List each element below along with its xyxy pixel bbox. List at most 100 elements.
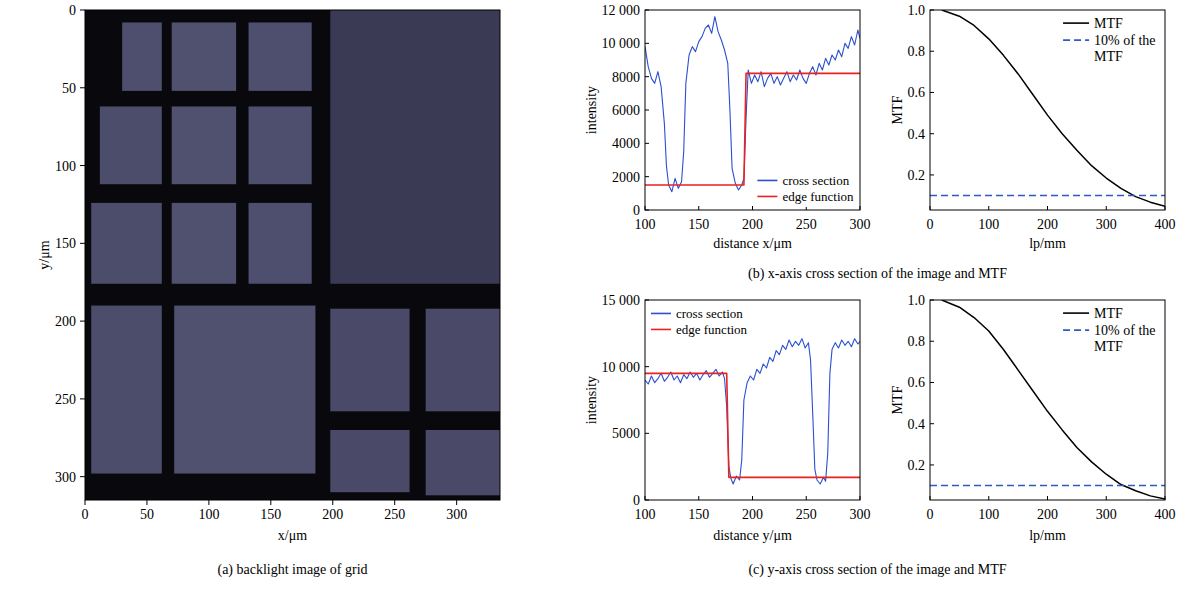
- bright-region: [172, 203, 236, 284]
- y-tick: [80, 398, 85, 399]
- panel: 1001502002503000500010 00015 000distance…: [584, 293, 1007, 578]
- y-tick-label: 0: [633, 203, 640, 218]
- y-tick-label: 0.4: [908, 127, 926, 142]
- x-tick: [645, 496, 646, 500]
- x-tick: [1106, 496, 1107, 500]
- legend: cross sectionedge function: [754, 170, 857, 207]
- legend-background: [1060, 303, 1162, 357]
- y-tick-label: 100: [55, 159, 76, 174]
- y-tick: [80, 87, 85, 88]
- y-tick-label: 10 000: [602, 36, 641, 51]
- y-tick: [930, 464, 934, 465]
- y-tick: [645, 143, 649, 144]
- legend-swatch: [1063, 329, 1089, 331]
- legend-label-line: edge function: [676, 322, 748, 337]
- legend: MTF10% of the MTF: [1060, 13, 1162, 67]
- axes-frame: [85, 10, 500, 500]
- legend-label-line: MTF: [1094, 49, 1123, 64]
- x-tick-label: 0: [82, 507, 89, 522]
- x-tick-label: 50: [140, 507, 154, 522]
- y-tick: [930, 300, 934, 301]
- legend-label: edge function: [676, 322, 748, 337]
- x-tick-label: 250: [796, 217, 817, 232]
- y-tick: [645, 500, 649, 501]
- x-tick: [1165, 206, 1166, 210]
- x-tick-label: 150: [260, 507, 281, 522]
- y-tick: [930, 133, 934, 134]
- legend-label: MTF: [1094, 306, 1123, 321]
- y-tick-label: 0: [69, 3, 76, 18]
- x-tick: [332, 500, 333, 505]
- x-tick-label: 200: [742, 217, 763, 232]
- x-tick: [85, 500, 86, 505]
- series-line: [645, 73, 860, 185]
- axes-frame: [930, 10, 1165, 210]
- y-tick-label: 200: [55, 314, 76, 329]
- x-tick: [698, 206, 699, 210]
- x-tick-label: 300: [1096, 217, 1117, 232]
- x-tick-label: 200: [322, 507, 343, 522]
- y-tick: [80, 10, 85, 11]
- x-axis-title: distance x/μm: [713, 236, 792, 251]
- y-tick: [645, 76, 649, 77]
- panel: 050100150200250300050100150200250300x/μm…: [37, 3, 500, 578]
- x-tick: [146, 500, 147, 505]
- y-tick: [930, 382, 934, 383]
- x-tick: [988, 496, 989, 500]
- bright-region: [330, 309, 409, 412]
- bright-region: [249, 106, 312, 184]
- legend-swatch: [1063, 22, 1089, 24]
- series-line: [645, 17, 860, 192]
- legend-label: 10% of the MTF: [1094, 33, 1159, 64]
- y-tick: [930, 423, 934, 424]
- legend-swatch: [757, 196, 777, 198]
- plot-area: [645, 339, 860, 484]
- x-tick: [1047, 496, 1048, 500]
- y-tick-label: 0.6: [908, 85, 926, 100]
- y-tick: [80, 476, 85, 477]
- y-tick: [645, 10, 649, 11]
- y-tick-label: 6000: [612, 103, 640, 118]
- y-tick: [645, 300, 649, 301]
- y-axis-title: intensity: [584, 86, 599, 134]
- y-axis-title: MTF: [890, 95, 905, 124]
- series-line: [930, 485, 1165, 487]
- x-tick: [860, 206, 861, 210]
- image-ground: [85, 10, 500, 500]
- x-axis-title: distance y/μm: [713, 528, 792, 543]
- bright-region: [172, 106, 236, 184]
- bright-region: [330, 10, 500, 284]
- x-tick-label: 300: [850, 217, 871, 232]
- legend-label-line: cross section: [782, 173, 849, 188]
- legend-background: [754, 170, 857, 207]
- x-tick: [752, 206, 753, 210]
- panel: 01002003004000.20.40.60.81.0lp/mmMTFMTF1…: [890, 3, 1176, 251]
- y-tick-label: 0.2: [908, 458, 926, 473]
- y-tick-label: 4000: [612, 136, 640, 151]
- bright-region: [174, 306, 315, 474]
- x-tick: [860, 496, 861, 500]
- x-axis-title: lp/mm: [1029, 528, 1066, 543]
- x-tick-label: 300: [446, 507, 467, 522]
- legend-background: [648, 303, 751, 340]
- y-tick: [930, 51, 934, 52]
- legend-label: 10% of the MTF: [1094, 323, 1159, 354]
- legend-label-line: cross section: [676, 306, 743, 321]
- figure: 050100150200250300050100150200250300x/μm…: [0, 0, 1193, 589]
- x-tick-label: 200: [1037, 217, 1058, 232]
- y-axis-title: intensity: [584, 376, 599, 424]
- series-line: [930, 195, 1165, 197]
- legend-swatch: [1063, 39, 1089, 41]
- plot-area: [930, 300, 1165, 499]
- x-tick: [930, 496, 931, 500]
- x-tick-label: 250: [384, 507, 405, 522]
- y-tick-label: 150: [55, 236, 76, 251]
- plot-area: [930, 10, 1165, 206]
- bright-region: [249, 203, 312, 284]
- y-tick-label: 5000: [612, 426, 640, 441]
- x-tick-label: 300: [1096, 507, 1117, 522]
- y-tick: [645, 210, 649, 211]
- legend-label: edge function: [782, 189, 854, 204]
- bright-region: [330, 430, 409, 492]
- legend-label: cross section: [782, 173, 849, 188]
